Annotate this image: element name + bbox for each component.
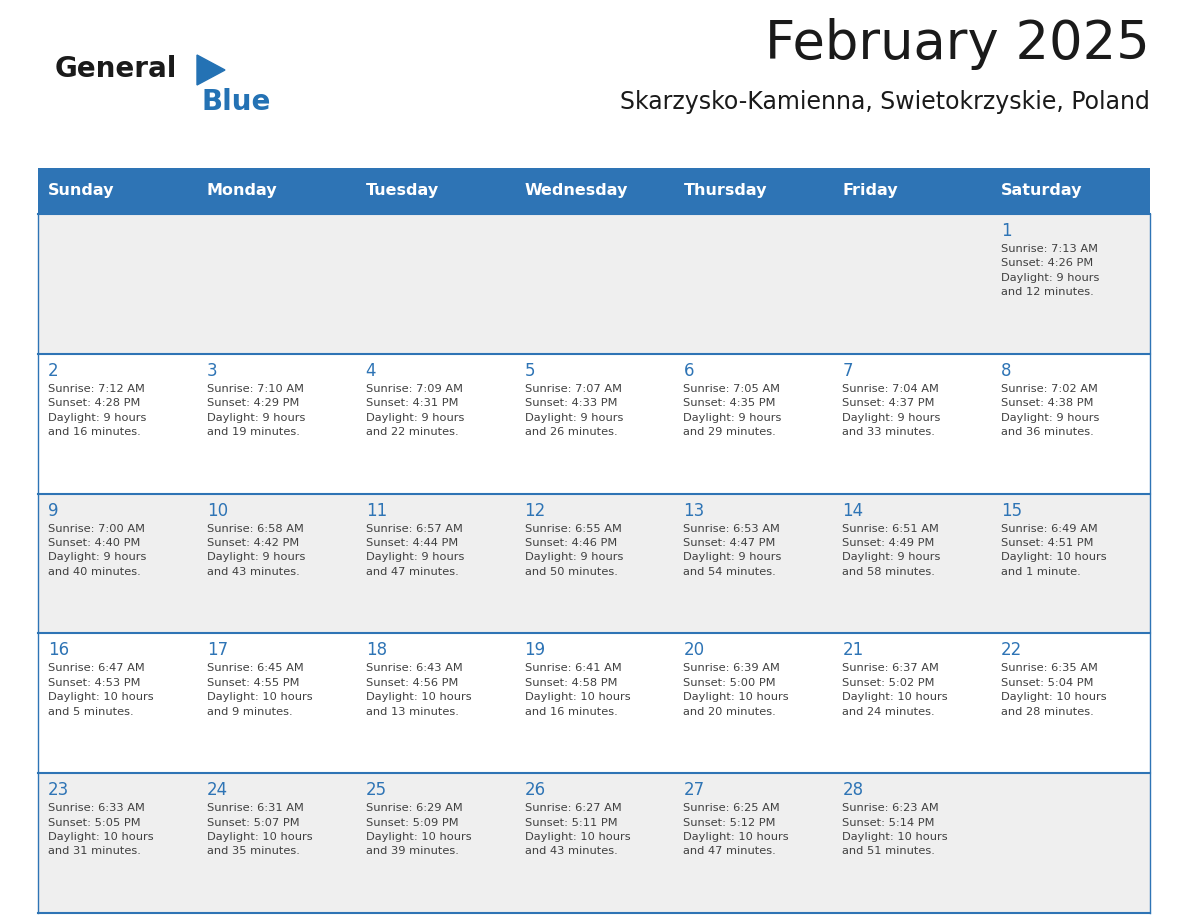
Text: 27: 27 [683,781,704,800]
Text: 18: 18 [366,642,387,659]
Text: Thursday: Thursday [683,184,767,198]
Text: 12: 12 [525,501,545,520]
Text: Sunrise: 6:31 AM
Sunset: 5:07 PM
Daylight: 10 hours
and 35 minutes.: Sunrise: 6:31 AM Sunset: 5:07 PM Dayligh… [207,803,312,856]
Text: Sunrise: 6:33 AM
Sunset: 5:05 PM
Daylight: 10 hours
and 31 minutes.: Sunrise: 6:33 AM Sunset: 5:05 PM Dayligh… [48,803,153,856]
Text: Sunrise: 7:12 AM
Sunset: 4:28 PM
Daylight: 9 hours
and 16 minutes.: Sunrise: 7:12 AM Sunset: 4:28 PM Dayligh… [48,384,146,437]
Text: Sunrise: 6:58 AM
Sunset: 4:42 PM
Daylight: 9 hours
and 43 minutes.: Sunrise: 6:58 AM Sunset: 4:42 PM Dayligh… [207,523,305,577]
Text: Sunrise: 7:04 AM
Sunset: 4:37 PM
Daylight: 9 hours
and 33 minutes.: Sunrise: 7:04 AM Sunset: 4:37 PM Dayligh… [842,384,941,437]
Text: Sunrise: 6:23 AM
Sunset: 5:14 PM
Daylight: 10 hours
and 51 minutes.: Sunrise: 6:23 AM Sunset: 5:14 PM Dayligh… [842,803,948,856]
Text: 23: 23 [48,781,69,800]
Text: 10: 10 [207,501,228,520]
Text: 2: 2 [48,362,58,380]
Text: Sunrise: 7:13 AM
Sunset: 4:26 PM
Daylight: 9 hours
and 12 minutes.: Sunrise: 7:13 AM Sunset: 4:26 PM Dayligh… [1001,244,1100,297]
Text: 24: 24 [207,781,228,800]
Bar [38,168,1150,214]
Polygon shape [197,55,225,85]
Text: Blue: Blue [202,88,271,116]
Text: Sunrise: 6:35 AM
Sunset: 5:04 PM
Daylight: 10 hours
and 28 minutes.: Sunrise: 6:35 AM Sunset: 5:04 PM Dayligh… [1001,664,1107,717]
Text: February 2025: February 2025 [765,18,1150,70]
Bar [38,773,1150,913]
Text: Sunrise: 6:51 AM
Sunset: 4:49 PM
Daylight: 9 hours
and 58 minutes.: Sunrise: 6:51 AM Sunset: 4:49 PM Dayligh… [842,523,941,577]
Text: Sunday: Sunday [48,184,114,198]
Bar [38,494,1150,633]
Text: 5: 5 [525,362,535,380]
Text: Sunrise: 7:00 AM
Sunset: 4:40 PM
Daylight: 9 hours
and 40 minutes.: Sunrise: 7:00 AM Sunset: 4:40 PM Dayligh… [48,523,146,577]
Text: 9: 9 [48,501,58,520]
Text: Sunrise: 6:47 AM
Sunset: 4:53 PM
Daylight: 10 hours
and 5 minutes.: Sunrise: 6:47 AM Sunset: 4:53 PM Dayligh… [48,664,153,717]
Text: Sunrise: 6:43 AM
Sunset: 4:56 PM
Daylight: 10 hours
and 13 minutes.: Sunrise: 6:43 AM Sunset: 4:56 PM Dayligh… [366,664,472,717]
Text: Sunrise: 6:53 AM
Sunset: 4:47 PM
Daylight: 9 hours
and 54 minutes.: Sunrise: 6:53 AM Sunset: 4:47 PM Dayligh… [683,523,782,577]
Text: 8: 8 [1001,362,1012,380]
Text: Sunrise: 6:37 AM
Sunset: 5:02 PM
Daylight: 10 hours
and 24 minutes.: Sunrise: 6:37 AM Sunset: 5:02 PM Dayligh… [842,664,948,717]
Text: 14: 14 [842,501,864,520]
Text: 1: 1 [1001,222,1012,240]
Text: Sunrise: 7:05 AM
Sunset: 4:35 PM
Daylight: 9 hours
and 29 minutes.: Sunrise: 7:05 AM Sunset: 4:35 PM Dayligh… [683,384,782,437]
Text: 25: 25 [366,781,387,800]
Text: 3: 3 [207,362,217,380]
Text: 13: 13 [683,501,704,520]
Text: 15: 15 [1001,501,1022,520]
Text: Sunrise: 7:09 AM
Sunset: 4:31 PM
Daylight: 9 hours
and 22 minutes.: Sunrise: 7:09 AM Sunset: 4:31 PM Dayligh… [366,384,465,437]
Text: 20: 20 [683,642,704,659]
Text: Sunrise: 6:39 AM
Sunset: 5:00 PM
Daylight: 10 hours
and 20 minutes.: Sunrise: 6:39 AM Sunset: 5:00 PM Dayligh… [683,664,789,717]
Text: Sunrise: 6:57 AM
Sunset: 4:44 PM
Daylight: 9 hours
and 47 minutes.: Sunrise: 6:57 AM Sunset: 4:44 PM Dayligh… [366,523,465,577]
Text: Sunrise: 6:25 AM
Sunset: 5:12 PM
Daylight: 10 hours
and 47 minutes.: Sunrise: 6:25 AM Sunset: 5:12 PM Dayligh… [683,803,789,856]
Text: General: General [55,55,177,83]
Text: 7: 7 [842,362,853,380]
Text: 19: 19 [525,642,545,659]
Text: 22: 22 [1001,642,1023,659]
Bar [38,353,1150,494]
Text: 11: 11 [366,501,387,520]
Text: Sunrise: 6:29 AM
Sunset: 5:09 PM
Daylight: 10 hours
and 39 minutes.: Sunrise: 6:29 AM Sunset: 5:09 PM Dayligh… [366,803,472,856]
Text: 16: 16 [48,642,69,659]
Text: Saturday: Saturday [1001,184,1082,198]
Text: Friday: Friday [842,184,898,198]
Text: Sunrise: 6:49 AM
Sunset: 4:51 PM
Daylight: 10 hours
and 1 minute.: Sunrise: 6:49 AM Sunset: 4:51 PM Dayligh… [1001,523,1107,577]
Bar [38,214,1150,353]
Text: Wednesday: Wednesday [525,184,628,198]
Bar [38,633,1150,773]
Text: Sunrise: 7:10 AM
Sunset: 4:29 PM
Daylight: 9 hours
and 19 minutes.: Sunrise: 7:10 AM Sunset: 4:29 PM Dayligh… [207,384,305,437]
Text: Tuesday: Tuesday [366,184,438,198]
Text: 6: 6 [683,362,694,380]
Text: 26: 26 [525,781,545,800]
Text: 21: 21 [842,642,864,659]
Text: Sunrise: 7:02 AM
Sunset: 4:38 PM
Daylight: 9 hours
and 36 minutes.: Sunrise: 7:02 AM Sunset: 4:38 PM Dayligh… [1001,384,1100,437]
Text: Sunrise: 6:45 AM
Sunset: 4:55 PM
Daylight: 10 hours
and 9 minutes.: Sunrise: 6:45 AM Sunset: 4:55 PM Dayligh… [207,664,312,717]
Text: Sunrise: 6:41 AM
Sunset: 4:58 PM
Daylight: 10 hours
and 16 minutes.: Sunrise: 6:41 AM Sunset: 4:58 PM Dayligh… [525,664,630,717]
Text: 4: 4 [366,362,377,380]
Text: 28: 28 [842,781,864,800]
Text: Monday: Monday [207,184,278,198]
Text: 17: 17 [207,642,228,659]
Text: Sunrise: 7:07 AM
Sunset: 4:33 PM
Daylight: 9 hours
and 26 minutes.: Sunrise: 7:07 AM Sunset: 4:33 PM Dayligh… [525,384,623,437]
Text: Sunrise: 6:55 AM
Sunset: 4:46 PM
Daylight: 9 hours
and 50 minutes.: Sunrise: 6:55 AM Sunset: 4:46 PM Dayligh… [525,523,623,577]
Text: Skarzysko-Kamienna, Swietokrzyskie, Poland: Skarzysko-Kamienna, Swietokrzyskie, Pola… [620,90,1150,114]
Text: Sunrise: 6:27 AM
Sunset: 5:11 PM
Daylight: 10 hours
and 43 minutes.: Sunrise: 6:27 AM Sunset: 5:11 PM Dayligh… [525,803,630,856]
